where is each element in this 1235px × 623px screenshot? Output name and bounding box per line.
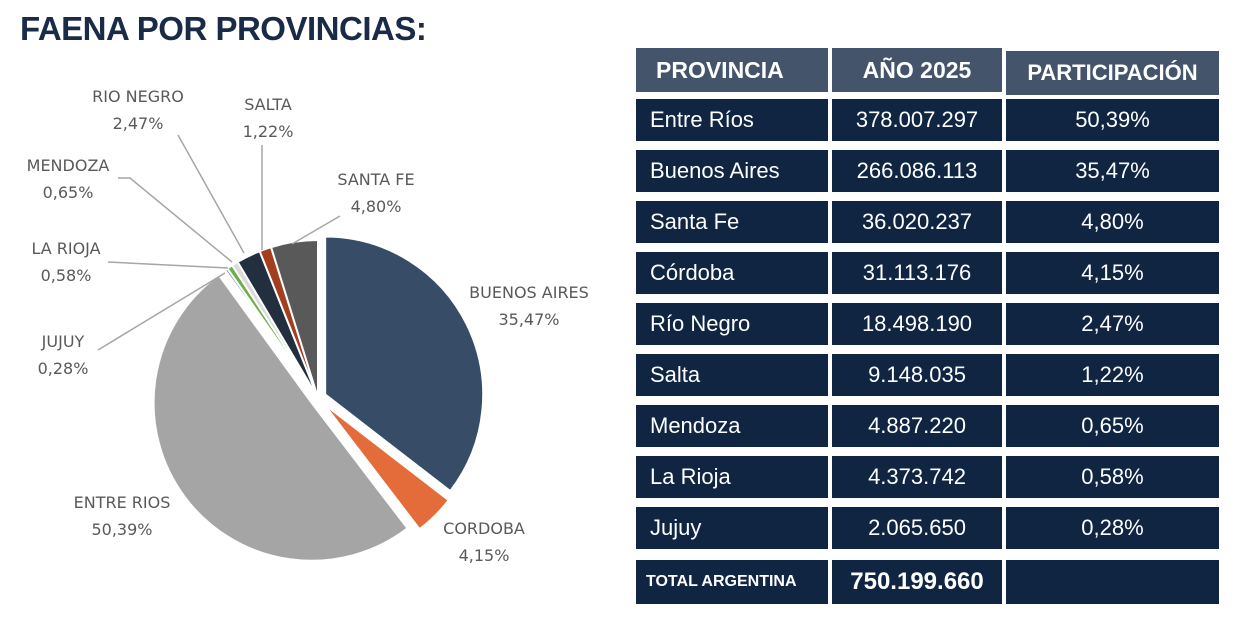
table-cell: 18.498.190 [832, 303, 1002, 345]
table-cell: 266.086.113 [832, 150, 1002, 192]
table-cell: 36.020.237 [832, 201, 1002, 243]
slice-percent-buenos-aires: 35,47% [498, 310, 559, 329]
table-cell: Mendoza [636, 405, 828, 447]
slice-label-rio-negro: RIO NEGRO [92, 87, 184, 106]
pie-slice-cordoba [322, 402, 451, 531]
table-header-cell: AÑO 2025 [832, 48, 1002, 92]
table-cell: 2,47% [1006, 303, 1219, 345]
table-cell: Entre Ríos [636, 99, 828, 141]
pie-chart: BUENOS AIRES 35,47% CORDOBA 4,15% ENTRE RIOS… [27, 87, 589, 565]
table-cell: 378.007.297 [832, 99, 1002, 141]
table-cell: Jujuy [636, 507, 828, 549]
table-cell: 50,39% [1006, 99, 1219, 141]
page-title: FAENA POR PROVINCIAS: [20, 10, 427, 47]
table-cell: Buenos Aires [636, 150, 828, 192]
slice-label-entre-rios: ENTRE RIOS [74, 493, 171, 512]
table-cell: 1,22% [1006, 354, 1219, 396]
slice-label-santa-fe: SANTA FE [337, 170, 414, 189]
leader-line [118, 177, 233, 263]
table-total-cell: TOTAL ARGENTINA [636, 560, 828, 604]
pie-slice-buenos-aires [324, 235, 485, 493]
slice-label-cordoba: CORDOBA [443, 519, 525, 538]
slice-percent-jujuy: 0,28% [38, 359, 89, 378]
slice-label-buenos-aires: BUENOS AIRES [469, 283, 589, 302]
slice-percent-rio-negro: 2,47% [113, 114, 164, 133]
slice-percent-mendoza: 0,65% [43, 183, 94, 202]
table-cell: La Rioja [636, 456, 828, 498]
table-cell: Río Negro [636, 303, 828, 345]
slice-percent-cordoba: 4,15% [459, 546, 510, 565]
table-header-cell: PARTICIPACIÓN [1006, 51, 1219, 95]
table-cell: 0,28% [1006, 507, 1219, 549]
table-total-cell [1006, 560, 1219, 604]
slice-label-la-rioja: LA RIOJA [31, 239, 100, 258]
slice-label-mendoza: MENDOZA [27, 156, 110, 175]
table-cell: 35,47% [1006, 150, 1219, 192]
table-cell: Salta [636, 354, 828, 396]
table-cell: 0,65% [1006, 405, 1219, 447]
leader-line [97, 272, 226, 351]
table-total-cell: 750.199.660 [832, 560, 1002, 604]
table-cell: Córdoba [636, 252, 828, 294]
pie-slice-entre-rios [152, 273, 409, 562]
leader-line [291, 215, 341, 245]
table-cell: Santa Fe [636, 201, 828, 243]
slice-percent-entre-rios: 50,39% [91, 520, 152, 539]
slice-percent-la-rioja: 0,58% [41, 266, 92, 285]
table-cell: 9.148.035 [832, 354, 1002, 396]
leader-line [177, 134, 245, 254]
table-cell: 4,80% [1006, 201, 1219, 243]
table-cell: 4.887.220 [832, 405, 1002, 447]
slice-label-jujuy: JUJUY [41, 332, 85, 351]
table-cell: 0,58% [1006, 456, 1219, 498]
table-cell: 31.113.176 [832, 252, 1002, 294]
slice-percent-santa-fe: 4,80% [351, 197, 402, 216]
table-cell: 4,15% [1006, 252, 1219, 294]
table-cell: 4.373.742 [832, 456, 1002, 498]
slice-percent-salta: 1,22% [243, 122, 294, 141]
table-header-cell: PROVINCIA [636, 48, 828, 92]
table-cell: 2.065.650 [832, 507, 1002, 549]
slice-label-salta: SALTA [244, 95, 292, 114]
leader-line [107, 261, 229, 269]
